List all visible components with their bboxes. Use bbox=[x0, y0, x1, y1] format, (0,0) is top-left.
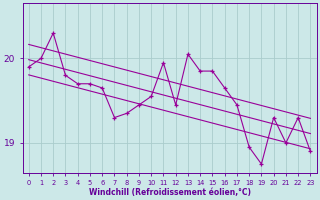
X-axis label: Windchill (Refroidissement éolien,°C): Windchill (Refroidissement éolien,°C) bbox=[89, 188, 251, 197]
